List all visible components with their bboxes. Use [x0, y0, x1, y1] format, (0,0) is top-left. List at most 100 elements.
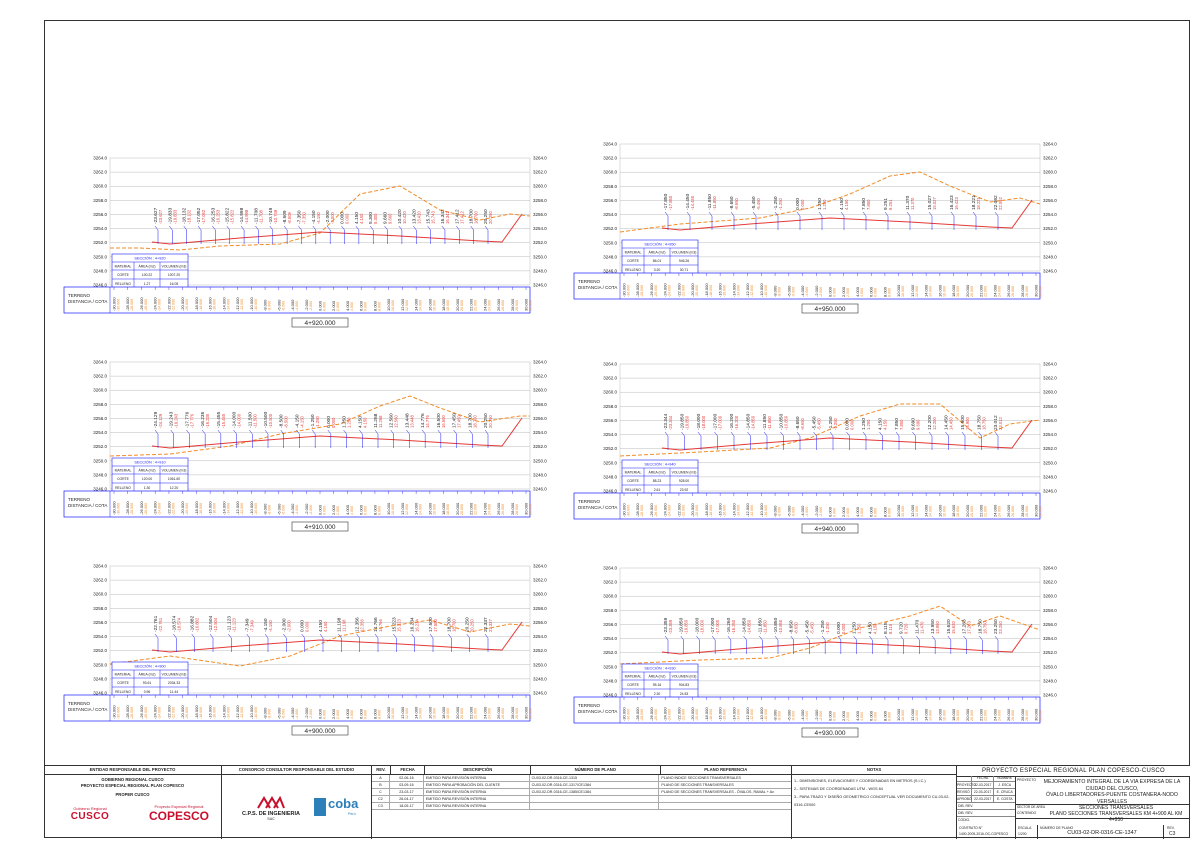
elevation-label-left: 3264.0	[93, 156, 107, 161]
volumen-header: VOLUMEN (m3)	[162, 469, 187, 473]
distance-label: 26.000	[496, 706, 501, 719]
cps-sub-text: SAC	[267, 817, 275, 821]
offset-elev-label: -18.574	[176, 617, 181, 632]
offset-label: -19.243	[169, 411, 175, 428]
distance-label: 18.000	[441, 706, 446, 719]
distance-elev-label: 2.000	[846, 508, 850, 517]
distance-label: -20.000	[690, 283, 695, 297]
offset-label: 11.370	[905, 195, 911, 210]
revision-row: B 03-09-16 EMITIDO PARA APROBACIÓN DEL CLI…	[372, 782, 791, 789]
offset-elev-label: 16.234	[415, 619, 420, 632]
offset-label: 18.700	[469, 209, 475, 224]
offset-elev-label: -19.833	[172, 209, 177, 224]
offset-elev-label: -17.052	[201, 209, 206, 224]
distance-label: -2.000	[304, 299, 309, 311]
distance-elev-label: -26.000	[144, 503, 148, 515]
offset-leader-tick	[240, 225, 245, 231]
offset-leader-tick	[356, 633, 360, 639]
elevation-label-left: 3258.0	[603, 404, 617, 409]
offset-leader-tick	[469, 429, 473, 435]
distance-elev-label: 18.000	[956, 710, 960, 721]
distance-elev-label: 2.000	[846, 288, 850, 297]
proyecto-block: PROYECTO ESPECIAL REGIONAL PLAN COPESCO-…	[957, 766, 1190, 839]
offset-leader-tick	[341, 225, 345, 231]
offset-elev-label: 12.560	[394, 415, 399, 428]
offset-elev-label: -16.882	[195, 617, 200, 632]
offset-leader-tick	[301, 633, 305, 639]
distance-elev-label: 28.000	[515, 708, 519, 719]
offset-label: -17.850	[663, 193, 669, 210]
chainage-box	[291, 725, 349, 736]
offset-label: -1.250	[773, 196, 779, 210]
offset-elev-label: 9.660	[388, 213, 393, 224]
distance-label: 24.000	[482, 502, 487, 515]
distance-label: 6.000	[359, 708, 364, 719]
offset-elev-label: 4.150	[883, 419, 888, 430]
distance-label: 30.000	[1034, 504, 1039, 517]
offset-label: 9.660	[383, 212, 389, 224]
distance-elev-label: 28.000	[515, 504, 519, 515]
chainage-label: 4+920.000	[305, 320, 336, 327]
offset-label: 9.251	[883, 198, 889, 210]
offset-label: -2.000	[325, 210, 331, 224]
a-fecha: 22-03-2017	[972, 796, 995, 802]
offset-elev-label: 11.370	[910, 197, 915, 210]
distance-elev-label: 20.000	[970, 286, 974, 297]
elevation-label-right: 3262.0	[1043, 376, 1057, 381]
distance-elev-label: 4.000	[350, 506, 354, 515]
distance-label: -16.000	[718, 503, 723, 517]
distance-label: 24.000	[482, 706, 487, 719]
distance-label: 16.000	[937, 504, 942, 517]
consorcio-block: CONSORCIO CONSULTOR RESPONSABLE DEL ESTU…	[222, 766, 372, 839]
offset-label: -24.129	[153, 411, 159, 428]
offset-leader-tick	[209, 633, 214, 639]
offset-elev-label: 18.700	[472, 415, 477, 428]
elevation-label-right: 3252.0	[533, 648, 547, 653]
elevation-label-right: 3248.0	[533, 472, 547, 477]
volumen-header: VOLUMEN (m3)	[672, 675, 697, 679]
elevation-label-right: 3256.0	[533, 620, 547, 625]
distance-label: -14.000	[221, 297, 226, 311]
offset-leader-tick	[900, 635, 904, 641]
coba-logo: coba Perú	[314, 796, 366, 818]
terrain-line	[619, 403, 1041, 457]
chainage-label: 4+910.000	[305, 524, 336, 531]
material-header: MATERIAL	[115, 673, 132, 677]
distance-elev-label: -8.000	[778, 287, 782, 297]
distance-label: -6.000	[786, 505, 791, 517]
distance-elev-label: 0.000	[323, 302, 327, 311]
elevation-label-left: 3256.0	[93, 620, 107, 625]
numero-plano-label: NÚMERO DE PLANO	[1040, 826, 1074, 830]
offset-elev-label: 15.027	[932, 197, 937, 210]
distance-label: 10.000	[896, 504, 901, 517]
relleno-volumen: 23.92	[680, 488, 689, 492]
offset-elev-label: -5.450	[756, 197, 761, 210]
offset-leader-tick	[453, 429, 457, 435]
distance-elev-label: 12.000	[915, 506, 919, 517]
elevation-label-right: 3264.0	[1043, 362, 1057, 367]
offset-leader-tick	[780, 431, 784, 437]
offset-leader-tick	[906, 211, 911, 217]
distance-elev-label: 12.000	[405, 708, 409, 719]
distance-elev-label: 26.000	[1011, 710, 1015, 721]
offset-leader-tick	[384, 225, 388, 231]
plano-ref-col-head: PLANO REFERENCIA	[704, 767, 748, 772]
terrain-line	[109, 395, 530, 457]
distance-elev-label: 26.000	[1011, 286, 1015, 297]
distance-elev-label: -30.000	[627, 285, 631, 297]
distance-label: 10.000	[896, 284, 901, 297]
elevation-label-left: 3254.0	[93, 634, 107, 639]
offset-label: -18.000	[694, 617, 700, 634]
distance-label: 16.000	[427, 502, 432, 515]
offset-elev-label: 18.750	[982, 621, 987, 634]
offset-leader-tick	[862, 431, 867, 437]
proyecto-line-2: CIUDAD DEL CUSCO,	[1085, 785, 1139, 792]
distance-elev-label: 4.000	[860, 712, 864, 721]
offset-leader-tick	[774, 211, 779, 217]
distance-elev-label: 18.000	[446, 708, 450, 719]
distance-elev-label: -4.000	[295, 505, 299, 515]
offset-label: -17.052	[196, 207, 202, 224]
revision-desc: EMITIDO PARA REVISIÓN INTERNA	[424, 803, 530, 809]
offset-elev-label: 18.221	[976, 197, 981, 210]
elevation-label-left: 3250.0	[603, 240, 617, 245]
